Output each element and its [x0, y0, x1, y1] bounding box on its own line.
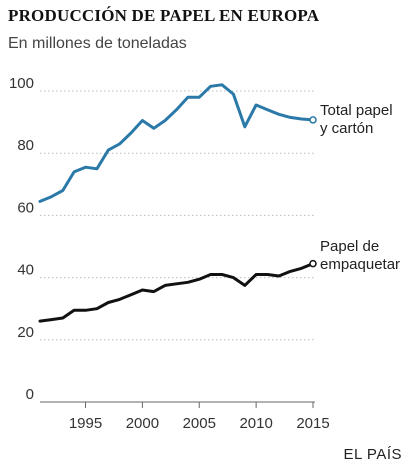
y-tick-label: 40 — [17, 262, 34, 279]
y-tick-label: 80 — [17, 137, 34, 154]
y-tick-label: 0 — [26, 386, 34, 403]
series-label: y cartón — [320, 120, 373, 137]
y-tick-label: 20 — [17, 324, 34, 341]
chart-subtitle: En millones de toneladas — [8, 35, 187, 52]
x-tick-label: 2015 — [296, 415, 329, 432]
series-label: Total papel — [320, 102, 393, 119]
source-credit: EL PAÍS — [343, 446, 402, 463]
series-label: Papel de — [320, 238, 379, 255]
series-label: empaquetar — [320, 256, 400, 273]
y-tick-label: 60 — [17, 199, 34, 216]
x-tick-label: 2000 — [126, 415, 159, 432]
x-tick-label: 2005 — [183, 415, 216, 432]
chart-title: PRODUCCIÓN DE PAPEL EN EUROPA — [8, 6, 320, 25]
series-end-marker — [309, 259, 317, 268]
y-tick-label: 100 — [9, 75, 34, 92]
x-tick-label: 1995 — [69, 415, 102, 432]
series-end-marker — [309, 116, 317, 124]
series-line — [38, 83, 315, 203]
x-tick-label: 2010 — [239, 415, 272, 432]
series-line — [38, 262, 315, 323]
